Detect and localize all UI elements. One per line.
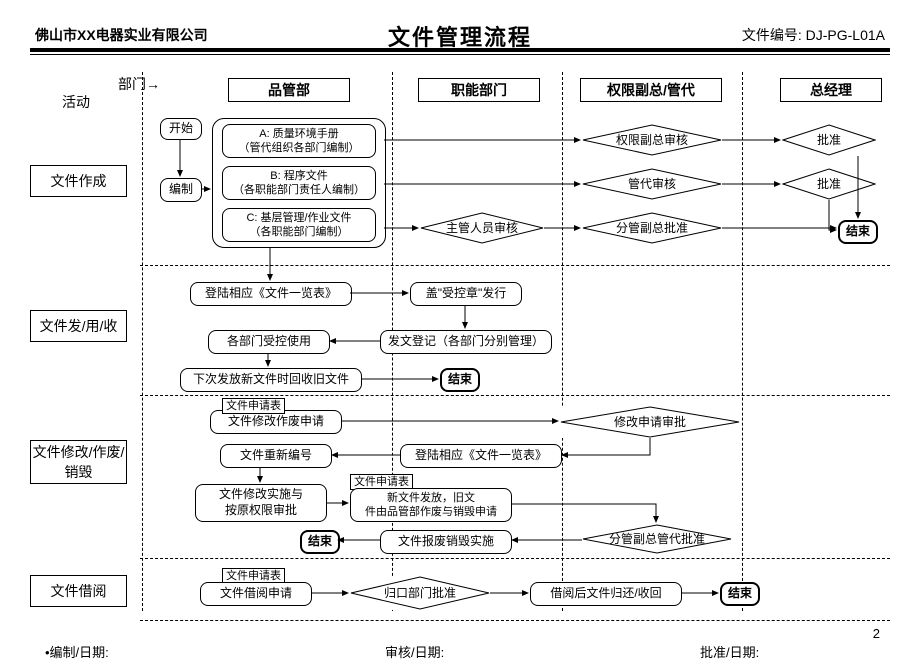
node-end-4: 结束 [720,582,760,606]
node-type-c: C: 基层管理/作业文件（各职能部门编制） [222,208,376,242]
node-renumber: 文件重新编号 [220,444,332,468]
node-dispatch-log: 发文登记（各部门分别管理） [380,330,552,354]
lane-divider [742,72,743,611]
col-deputy: 权限副总/管代 [580,78,722,102]
node-recycle: 下次发放新文件时回收旧文件 [180,368,362,392]
node-approve-1: 批准 [782,124,876,156]
tag-applyform-1: 文件申请表 [222,398,285,414]
node-approve-2: 批准 [782,168,876,200]
footer-review: 审核/日期: [385,642,444,661]
node-mgr-review: 管代审核 [582,168,722,200]
node-borrow-apply: 文件借阅申请 [200,582,312,606]
axis-dept: 部门→ [118,74,160,94]
node-modify-approve: 修改申请审批 [560,406,740,438]
node-register-2: 登陆相应《文件一览表》 [400,444,562,468]
col-function: 职能部门 [418,78,540,102]
col-quality: 品管部 [228,78,350,102]
node-end-3: 结束 [300,530,340,554]
col-gm: 总经理 [780,78,882,102]
section-divider [140,558,890,559]
node-borrow-return: 借阅后文件归还/收回 [530,582,682,606]
row-modify: 文件修改/作废/销毁 [30,440,127,484]
node-stamp: 盖"受控章"发行 [410,282,522,306]
footer-approve: 批准/日期: [700,642,759,661]
node-end-1: 结束 [838,220,878,244]
node-supervisor-review: 主管人员审核 [420,212,544,244]
row-borrow: 文件借阅 [30,575,127,607]
axis-activity: 活动 [62,92,90,112]
node-type-a: A: 质量环境手册（管代组织各部门编制） [222,124,376,158]
lane-divider [562,72,563,611]
node-register: 登陆相应《文件一览表》 [190,282,352,306]
node-controlled-use: 各部门受控使用 [208,330,330,354]
header-rule-thin [30,54,890,55]
node-compile: 编制 [160,178,202,202]
doc-number: 文件编号: DJ-PG-L01A [742,25,885,45]
section-divider [140,265,890,266]
node-end-2: 结束 [440,368,480,392]
node-new-dispatch: 新文件发放，旧文件由品管部作废与销毁申请 [350,488,512,522]
row-create: 文件作成 [30,165,127,197]
node-deputy-mgr-approve: 分管副总管代批准 [582,524,732,554]
row-distribute: 文件发/用/收 [30,310,127,342]
node-modify-impl: 文件修改实施与按原权限审批 [195,484,327,522]
node-start: 开始 [160,118,202,140]
node-deputy-approve: 分管副总批准 [582,212,722,244]
section-divider [140,395,890,396]
node-type-b: B: 程序文件（各职能部门责任人编制） [222,166,376,200]
section-divider [140,620,890,621]
node-borrow-approve: 归口部门批准 [350,576,490,610]
page-number: 2 [873,626,880,641]
footer-compile: •编制/日期: [45,642,109,661]
node-deputy-review: 权限副总审核 [582,124,722,156]
lane-divider [142,72,143,611]
node-destroy-impl: 文件报废销毁实施 [380,530,512,554]
